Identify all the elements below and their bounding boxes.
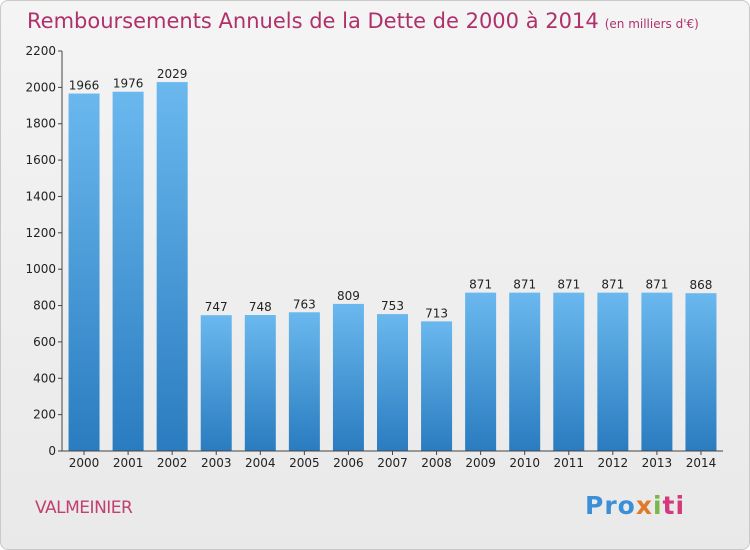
- bar: [156, 82, 188, 451]
- y-tick-label: 1600: [25, 153, 56, 167]
- x-tick-label: 2007: [377, 456, 408, 470]
- bar: [641, 292, 673, 451]
- bar: [377, 314, 408, 451]
- x-tick-label: 2010: [509, 456, 540, 470]
- y-tick-label: 2200: [25, 44, 56, 58]
- x-tick-label: 2004: [245, 456, 276, 470]
- bar: [509, 292, 541, 451]
- logo-part-2: x: [635, 491, 653, 520]
- bar: [68, 93, 100, 451]
- x-tick-label: 2005: [289, 456, 320, 470]
- bar: [597, 292, 629, 451]
- y-tick-label: 1400: [25, 189, 56, 203]
- bar: [465, 292, 497, 451]
- bar: [332, 303, 364, 451]
- bar-value-label: 753: [381, 299, 404, 313]
- x-tick-label: 2008: [421, 456, 452, 470]
- y-tick-label: 800: [33, 299, 56, 313]
- chart-title: Remboursements Annuels de la Dette de 20…: [27, 9, 699, 33]
- y-tick-label: 0: [48, 444, 56, 458]
- bar-value-label: 809: [337, 289, 360, 303]
- logo-part-3: i: [652, 491, 663, 520]
- chart-subtitle: (en milliers d'€): [604, 17, 699, 31]
- bar-value-label: 763: [293, 297, 316, 311]
- bar: [685, 293, 717, 451]
- bar: [421, 321, 453, 451]
- proxiti-logo: Proxiti: [585, 491, 685, 520]
- y-tick-label: 400: [33, 371, 56, 385]
- bar-value-label: 1976: [113, 77, 144, 91]
- commune-name: VALMEINIER: [35, 498, 133, 518]
- bar-value-label: 747: [205, 300, 228, 314]
- bar: [112, 91, 144, 452]
- x-tick-label: 2012: [598, 456, 629, 470]
- bar: [244, 315, 276, 451]
- x-tick-label: 2011: [553, 456, 584, 470]
- y-tick-label: 2000: [25, 80, 56, 94]
- x-tick-label: 2000: [69, 456, 100, 470]
- y-tick-label: 200: [33, 408, 56, 422]
- bar-value-label: 2029: [157, 67, 188, 81]
- bar-value-label: 748: [249, 300, 272, 314]
- bar: [200, 315, 232, 451]
- x-tick-label: 2014: [686, 456, 717, 470]
- x-tick-label: 2003: [201, 456, 232, 470]
- y-tick-label: 1200: [25, 226, 56, 240]
- x-tick-label: 2006: [333, 456, 364, 470]
- bar-value-label: 871: [557, 278, 580, 292]
- x-tick-label: 2009: [465, 456, 496, 470]
- bar: [553, 292, 585, 451]
- y-tick-label: 600: [33, 335, 56, 349]
- bar-value-label: 871: [469, 278, 492, 292]
- bar-value-label: 868: [690, 278, 713, 292]
- bar-value-label: 871: [645, 278, 668, 292]
- y-tick-label: 1800: [25, 117, 56, 131]
- chart-title-text: Remboursements Annuels de la Dette de 20…: [27, 9, 599, 33]
- x-tick-label: 2001: [113, 456, 144, 470]
- x-tick-label: 2002: [157, 456, 188, 470]
- bar-value-label: 871: [513, 278, 536, 292]
- logo-part-4: ti: [662, 491, 686, 520]
- x-tick-label: 2013: [642, 456, 673, 470]
- bar-value-label: 871: [601, 278, 624, 292]
- bar-value-label: 713: [425, 306, 448, 320]
- logo-part-1: Pro: [585, 491, 636, 520]
- y-tick-label: 1000: [25, 262, 56, 276]
- bar-value-label: 1966: [69, 79, 100, 93]
- bar: [288, 312, 320, 451]
